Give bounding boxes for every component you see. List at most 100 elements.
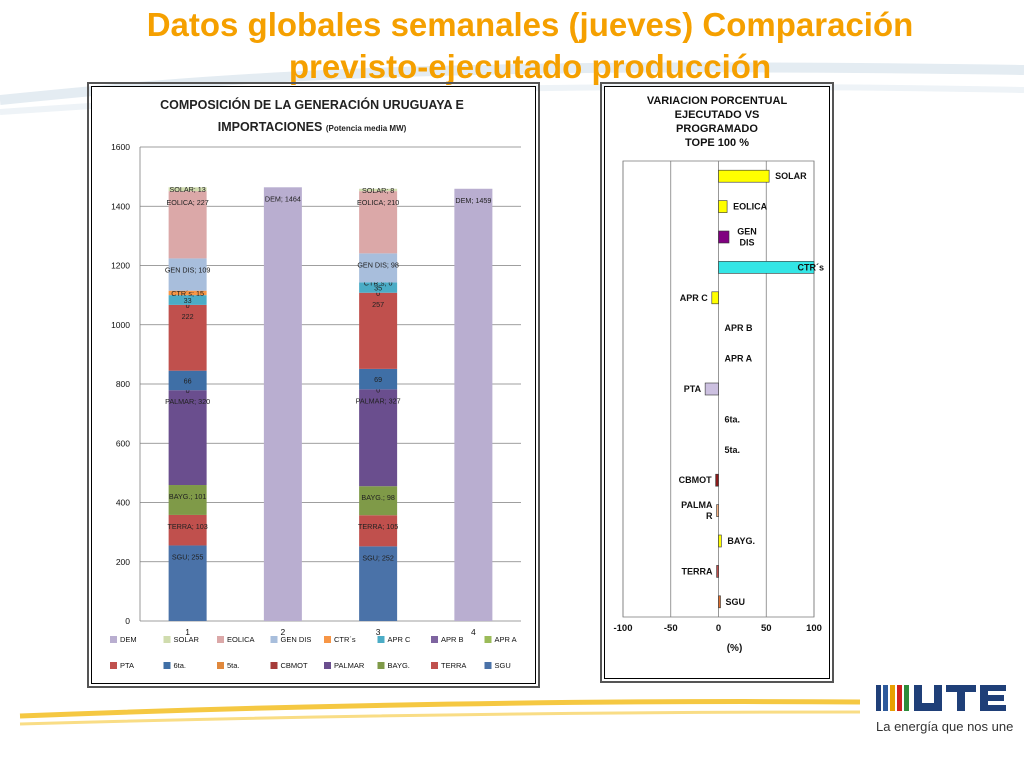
- legend-label: PTA: [120, 661, 134, 670]
- data-label: DEM; 1459: [455, 196, 491, 205]
- data-label: 222: [182, 312, 194, 321]
- y-tick-label: 0: [125, 616, 130, 626]
- legend-swatch: [431, 662, 438, 669]
- category-label: EOLICA: [733, 202, 768, 212]
- bar-SOLAR: [718, 169, 770, 183]
- legend-label: EOLICA: [227, 635, 255, 644]
- legend-swatch: [217, 662, 224, 669]
- data-label: EOLICA; 227: [166, 198, 208, 207]
- legend-label: APR A: [495, 635, 517, 644]
- data-label: GEN DIS; 109: [165, 265, 211, 274]
- data-label: PALMAR; 327: [356, 396, 401, 405]
- category-label: 5ta.: [725, 445, 741, 455]
- bar-segment-PTA: [168, 304, 207, 371]
- bar-segment-EOLICA: [359, 191, 398, 254]
- data-label: BAYG.; 98: [361, 493, 394, 502]
- chart-title-line: EJECUTADO VS: [675, 109, 760, 121]
- data-label: TERRA; 105: [358, 522, 398, 531]
- legend-label: APR C: [388, 635, 412, 644]
- bar-CTR´s: [718, 261, 815, 274]
- category-label: CBMOT: [679, 475, 712, 485]
- bar-segment-GEN DIS: [359, 253, 398, 283]
- category-label: PALMA: [681, 500, 713, 510]
- x-tick-label: 100: [806, 623, 822, 634]
- bar-EOLICA: [718, 200, 728, 213]
- data-label: PALMAR; 320: [165, 397, 210, 406]
- legend-label: SGU: [495, 661, 511, 670]
- legend-label: DEM: [120, 635, 137, 644]
- bar-CBMOT: [715, 473, 719, 487]
- data-label: DEM; 1464: [265, 194, 301, 203]
- page-title: Datos globales semanales (jueves) Compar…: [0, 4, 1024, 88]
- ute-logo: [876, 685, 1006, 711]
- y-tick-label: 400: [116, 498, 130, 508]
- page-title-line2: previsto-ejecutado producción: [288, 48, 772, 85]
- legend-swatch: [324, 636, 331, 643]
- legend-label: PALMAR: [334, 661, 365, 670]
- data-label: BAYG.; 101: [169, 492, 206, 501]
- legend-label: SOLAR: [174, 635, 200, 644]
- data-label: 0: [186, 386, 190, 395]
- category-label: SGU: [725, 597, 745, 607]
- chart-title-line: PROGRAMADO: [676, 123, 758, 135]
- data-label: 69: [374, 375, 382, 384]
- category-label: APR B: [725, 323, 754, 333]
- x-tick-label: -100: [613, 623, 632, 634]
- y-tick-label: 600: [116, 438, 130, 448]
- legend-swatch: [484, 662, 492, 669]
- bar-PTA: [704, 382, 719, 396]
- y-tick-label: 1000: [111, 320, 130, 330]
- bar-segment-GEN DIS: [168, 258, 207, 291]
- bar-segment-PALMAR: [359, 389, 398, 487]
- legend-swatch: [324, 662, 331, 669]
- y-tick-label: 200: [116, 557, 130, 567]
- chart-title-line: TOPE 100 %: [685, 137, 749, 149]
- data-label: 33: [184, 296, 192, 305]
- chart-title-line2: IMPORTACIONES (Potencia media MW): [218, 120, 407, 134]
- slogan-text: La energía que nos une: [876, 719, 1014, 734]
- bar-APR C: [711, 291, 719, 305]
- x-axis-label: (%): [727, 643, 743, 654]
- bar-segment-SGU: [168, 545, 207, 621]
- category-label: APR C: [680, 293, 709, 303]
- bar-segment-TERRA: [168, 514, 207, 546]
- bar-segment-SGU: [359, 546, 398, 621]
- bar-TERRA: [716, 565, 719, 578]
- legend-swatch: [110, 636, 117, 643]
- y-tick-label: 1600: [111, 142, 130, 152]
- data-label: SGU; 252: [362, 553, 394, 562]
- data-label: 0: [376, 289, 380, 298]
- x-tick-label: -50: [664, 623, 678, 634]
- data-label: CTR´s; 0: [364, 278, 393, 287]
- data-label: SGU; 255: [172, 552, 204, 561]
- chart-subtitle: (Potencia media MW): [326, 124, 407, 133]
- y-tick-label: 800: [116, 379, 130, 389]
- data-label: 35: [374, 284, 382, 293]
- bar-segment-PALMAR: [168, 390, 207, 486]
- bar-segment-BAYG.: [359, 486, 398, 516]
- data-label: 66: [184, 376, 192, 385]
- category-label: DIS: [739, 238, 754, 248]
- y-tick-label: 1200: [111, 261, 130, 271]
- x-tick-label: 1: [185, 627, 190, 637]
- category-label: 6ta.: [725, 414, 741, 424]
- category-label: R: [706, 511, 713, 521]
- chart-title-main: IMPORTACIONES: [218, 120, 326, 134]
- accent-line: [19, 699, 861, 719]
- bar-segment-EOLICA: [168, 191, 207, 259]
- data-label: EOLICA; 210: [357, 198, 399, 207]
- bar-segment-TERRA: [359, 515, 398, 547]
- x-tick-label: 4: [471, 627, 476, 637]
- ute-logo-mark: [876, 685, 1006, 711]
- bar-segment-SOLAR: [359, 188, 398, 192]
- x-tick-label: 0: [716, 623, 721, 634]
- bar-BAYG.: [718, 534, 722, 548]
- data-label: SOLAR; 8: [362, 186, 394, 195]
- data-label: 0: [186, 301, 190, 310]
- chart-title-line1: COMPOSICIÓN DE LA GENERACIÓN URUGUAYA E: [160, 97, 464, 112]
- legend-swatch: [484, 636, 492, 643]
- legend-label: TERRA: [441, 661, 466, 670]
- x-tick-label: 2: [281, 627, 286, 637]
- bar-segment-SOLAR: [168, 187, 207, 192]
- percent-variation-chart-svg: VARIACION PORCENTUAL EJECUTADO VS PROGRAMA…: [613, 95, 824, 654]
